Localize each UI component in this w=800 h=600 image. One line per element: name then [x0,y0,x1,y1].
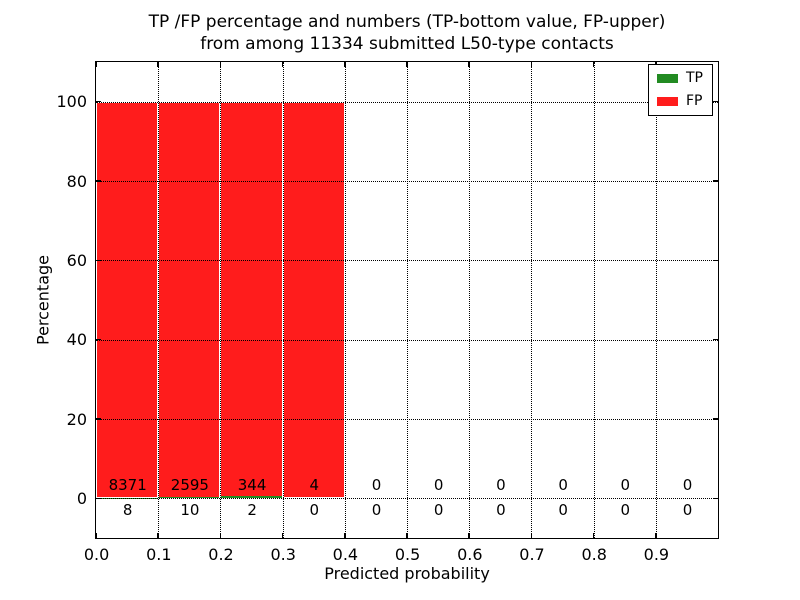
y-tick-label: 40 [66,330,87,350]
fp-count-label: 0 [558,475,568,494]
chart-title-line2: from among 11334 submitted L50-type cont… [200,34,614,54]
x-tick-top [281,62,284,67]
x-tick-bottom [468,533,470,538]
y-tick-label: 80 [66,171,87,191]
x-tick-top [219,62,222,67]
y-tick-right [713,497,718,500]
v-gridline [531,62,533,538]
legend: TP FP [648,64,713,116]
x-tick-bottom [219,533,222,538]
y-tick-label: 60 [66,250,87,270]
y-tick-right [713,180,718,182]
tp-count-label: 2 [247,501,257,520]
tp-count-label: 0 [496,501,506,520]
tp-count-label: 0 [558,501,568,520]
x-tick-bottom [344,533,346,538]
fp-bar [220,101,283,499]
x-tick-bottom [281,533,284,538]
x-tick-bottom [157,533,159,538]
y-tick-left [96,100,101,103]
x-tick-label: 0.8 [581,545,607,564]
fp-count-label: 2595 [170,475,209,494]
v-gridline [593,62,595,538]
v-gridline [469,62,471,538]
chart-title-line1: TP /FP percentage and numbers (TP-bottom… [148,12,666,32]
plot-area: TP FP [95,61,719,539]
x-tick-label: 0.1 [146,545,172,564]
x-tick-label: 0.0 [83,545,110,564]
x-tick-label: 0.3 [270,545,296,564]
x-tick-bottom [655,533,657,538]
y-tick-left [96,259,101,262]
v-gridline [344,62,346,538]
x-tick-top [344,62,346,67]
x-tick-label: 0.9 [643,545,670,564]
y-tick-right [713,338,718,341]
tp-count-label: 0 [309,501,320,520]
fp-bar [158,101,221,499]
tp-legend-label: TP [686,70,703,86]
y-tick-left [96,418,101,420]
x-tick-label: 0.2 [208,545,234,564]
x-tick-bottom [95,533,97,538]
fp-bar [282,101,345,499]
x-tick-top [406,62,408,67]
fp-count-label: 0 [682,475,693,494]
tp-count-label: 8 [122,501,133,520]
fp-legend-swatch [657,96,678,106]
y-tick-label: 0 [76,488,87,508]
fp-count-label: 0 [620,475,631,494]
fp-count-label: 344 [237,475,267,494]
v-gridline [282,62,284,538]
fp-count-label: 0 [371,475,382,494]
x-tick-label: 0.6 [457,545,483,564]
x-tick-top [157,62,159,67]
y-tick-left [96,338,101,341]
x-axis-label: Predicted probability [324,564,490,583]
x-tick-label: 0.4 [332,545,359,564]
y-tick-left [96,180,101,182]
y-tick-right [713,100,718,103]
y-tick-left [96,497,101,500]
fp-bar [96,101,159,499]
fp-count-label: 8371 [108,475,147,494]
y-tick-label: 100 [56,92,87,112]
fp-count-label: 0 [496,475,506,494]
y-tick-label: 20 [66,409,87,429]
legend-entry-tp: TP [657,70,703,86]
fp-count-label: 0 [433,475,444,494]
tp-count-label: 0 [371,501,382,520]
x-tick-label: 0.7 [519,545,545,564]
v-gridline [655,62,657,538]
v-gridline [158,62,160,538]
chart-title: TP /FP percentage and numbers (TP-bottom… [96,11,718,55]
x-tick-bottom [406,533,408,538]
tp-count-label: 0 [620,501,631,520]
x-tick-top [95,62,97,67]
x-tick-top [530,62,533,67]
fp-count-label: 4 [309,475,320,494]
fp-legend-label: FP [686,93,703,109]
v-gridline [220,62,222,538]
y-tick-right [713,259,718,262]
tp-count-label: 0 [682,501,693,520]
tp-count-label: 10 [180,501,200,520]
x-tick-top [592,62,595,67]
x-tick-bottom [592,533,595,538]
x-tick-top [468,62,470,67]
v-gridline [407,62,408,538]
tp-legend-swatch [657,73,678,83]
x-tick-bottom [530,533,533,538]
y-tick-right [713,418,718,420]
tp-count-label: 0 [433,501,444,520]
x-tick-label: 0.5 [394,545,421,564]
legend-entry-fp: FP [657,93,703,109]
